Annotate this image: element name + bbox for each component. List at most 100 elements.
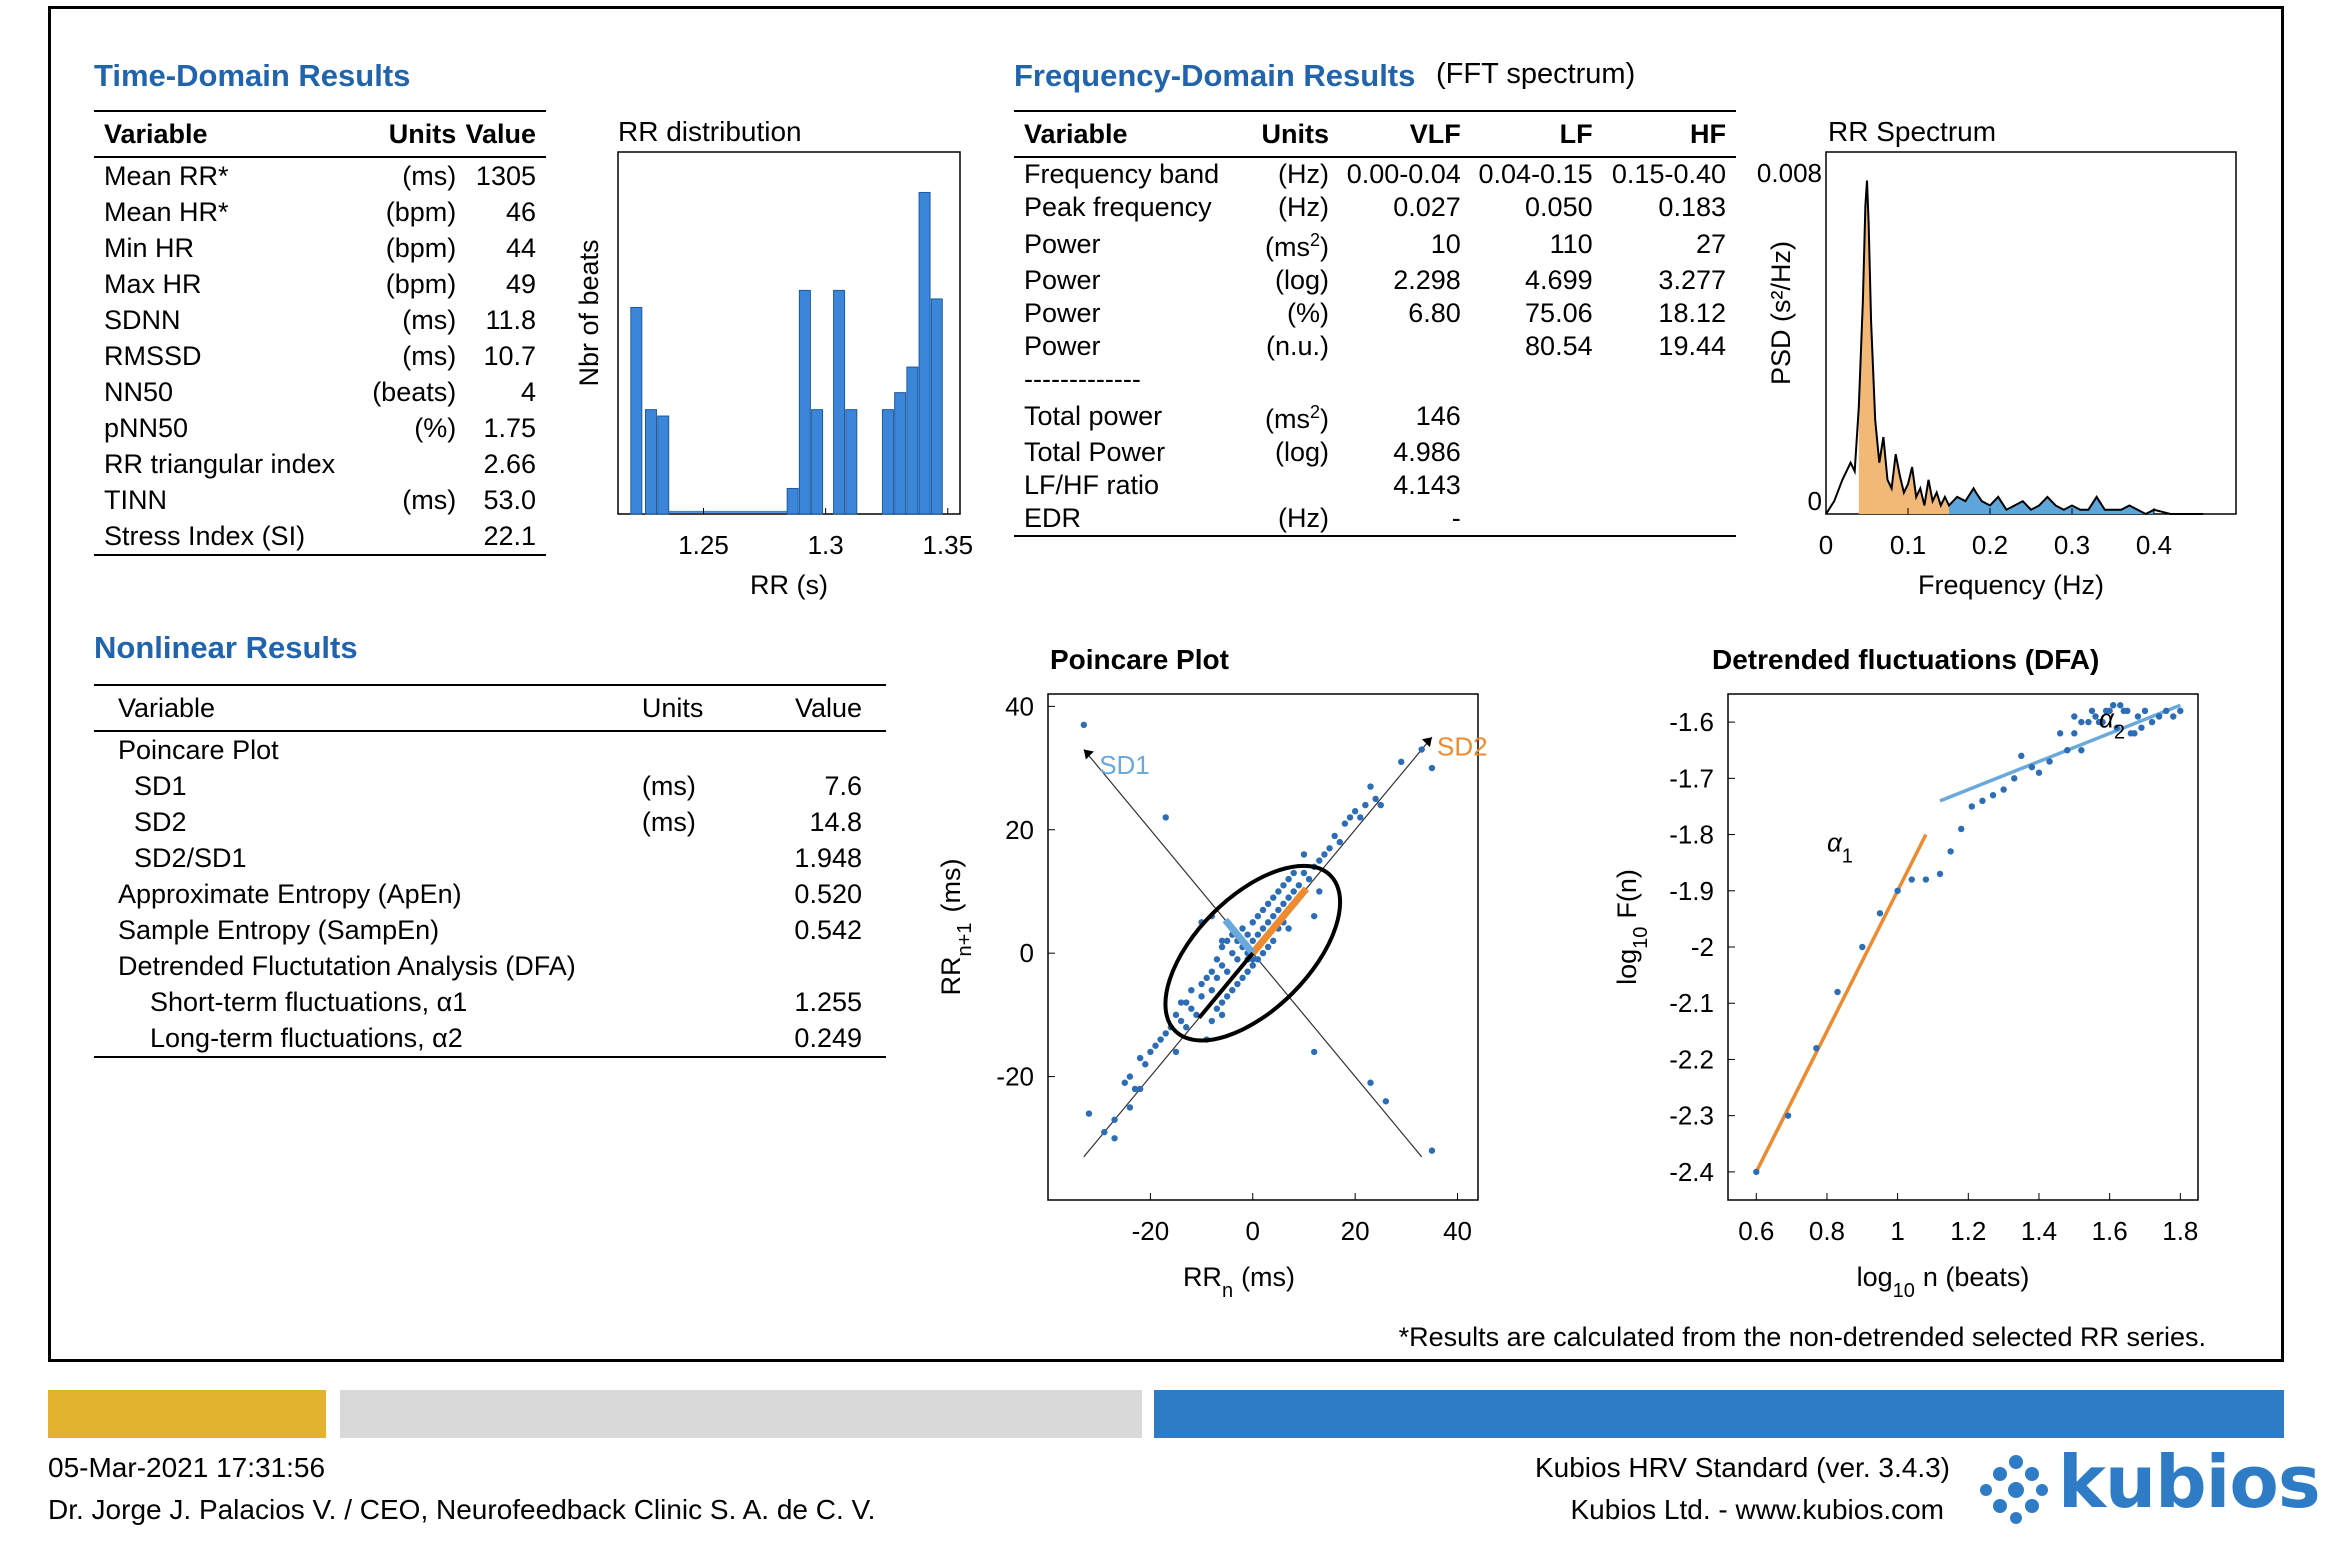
poincare-point [1428,764,1436,772]
td-units: (ms) [402,485,457,515]
nl-value: 0.542 [794,915,862,945]
x-tick-label: 1.25 [678,530,729,560]
poincare-point [1183,1024,1190,1031]
dfa-point [2138,724,2145,731]
poincare-point [1259,925,1267,932]
td-value: 22.1 [483,521,536,551]
fd-vlf [1329,363,1461,396]
x-axis-label: RR (s) [750,570,828,600]
fd-variable: Power [1024,298,1101,328]
poincare-point [1259,949,1267,957]
y-tick-label: -20 [996,1062,1034,1092]
fd-lf: 110 [1549,228,1593,259]
dfa-point [2028,763,2036,771]
footer-company: Kubios Ltd. - www.kubios.com [1570,1494,1945,1525]
poincare-point [1218,937,1226,945]
poincare-point [1362,801,1369,809]
dfa-point [1922,876,1930,883]
dfa-point [1908,876,1915,883]
footer-software: Kubios HRV Standard (ver. 3.4.3) [1534,1452,1950,1483]
fd-variable: Total power [1024,400,1163,431]
x-axis-label: RRn (ms) [1183,1262,1295,1302]
table-row: Poincare Plot [94,731,886,768]
poincare-point [1275,888,1282,895]
poincare-point [1218,1011,1226,1019]
y-tick-label: -1.7 [1669,763,1714,793]
report-frame [48,6,2284,1362]
fd-header-lf: LF [1559,119,1593,149]
table-row: Sample Entropy (SampEn) 0.542 [94,912,886,948]
fd-variable: Frequency band [1024,159,1220,189]
histogram-bar [644,409,657,515]
nl-value [782,731,886,768]
nl-variable: Approximate Entropy (ApEn) [118,879,462,909]
poincare-point [1357,814,1364,821]
fd-hf: 3.277 [1658,265,1726,295]
poincare-point [1085,1110,1093,1117]
poincare-point [1213,956,1221,963]
kubios-logo-icon [1980,1455,2048,1524]
poincare-point [1398,758,1405,766]
sd1-line [1222,917,1256,956]
table-row: Power (log) 2.298 4.699 3.277 [1014,264,1736,297]
nl-units [642,912,782,948]
dfa-point [2085,718,2092,726]
dfa-point [2011,775,2018,782]
dfa-point [1947,848,1954,855]
td-value: 10.7 [483,341,536,371]
td-units [363,446,457,482]
table-row: Power (n.u.) 80.54 19.44 [1014,330,1736,363]
x-tick-label: 0.3 [2054,530,2090,560]
dfa-point [2141,707,2149,715]
y-tick-label: 0 [1020,938,1034,968]
fd-vlf: - [1451,503,1461,533]
fd-hf [1593,396,1736,436]
poincare-point [1270,894,1277,901]
td-units: (ms) [402,161,457,191]
poincare-point [1331,832,1338,840]
rr-distribution-chart: 1.25 1.3 1.35 RR (s) Nbr of beats [574,151,973,600]
poincare-point [1264,900,1272,908]
dfa-point [1968,803,1976,810]
psd-line [1825,180,2204,516]
poincare-point [1213,1005,1221,1012]
poincare-point [1198,980,1205,988]
dfa-point [2131,730,2138,737]
poincare-point [1254,912,1262,920]
fd-hf: 19.44 [1658,331,1726,361]
fd-lf [1461,436,1593,469]
y-tick-label: -2.2 [1669,1044,1714,1074]
fd-variable: Total Power [1024,437,1166,467]
poincare-point [1336,838,1343,846]
dfa-point [2035,769,2043,776]
table-row: RMSSD (ms) 10.7 [94,338,546,374]
td-variable: SDNN [104,305,181,335]
fd-vlf: 2.298 [1393,265,1461,295]
dfa-point [2046,758,2053,765]
poincare-point [1172,1048,1180,1056]
time-domain-title: Time-Domain Results [94,58,411,93]
nl-value [782,948,886,984]
td-variable: Min HR [104,233,195,263]
footer-bar-yellow [48,1390,326,1438]
y-axis-label: RRn+1(ms) [936,859,976,996]
x-tick-label: 1 [1890,1216,1904,1246]
poincare-point [1285,925,1292,932]
y-tick-label: -1.6 [1669,707,1714,737]
fd-header-units: Units [1261,119,1329,149]
nonlinear-table: Variable Units Value Poincare Plot SD1 (ms… [94,684,886,1058]
x-tick-label: 0.4 [2136,530,2172,560]
td-value: 1.75 [483,413,536,443]
x-tick-label: 1.6 [2092,1216,2128,1246]
poincare-point [1316,888,1323,895]
alpha1-fit-line [1754,833,1928,1173]
y-tick-label: 20 [1005,815,1034,845]
poincare-point [1136,1085,1144,1093]
dfa-point [2064,747,2071,754]
dfa-point [2177,707,2184,715]
fd-vlf: 6.80 [1408,298,1461,328]
table-row: Max HR (bpm) 49 [94,266,546,302]
dfa-point [1859,943,1866,951]
poincare-point [1126,1104,1134,1111]
poincare-point [1326,845,1333,852]
